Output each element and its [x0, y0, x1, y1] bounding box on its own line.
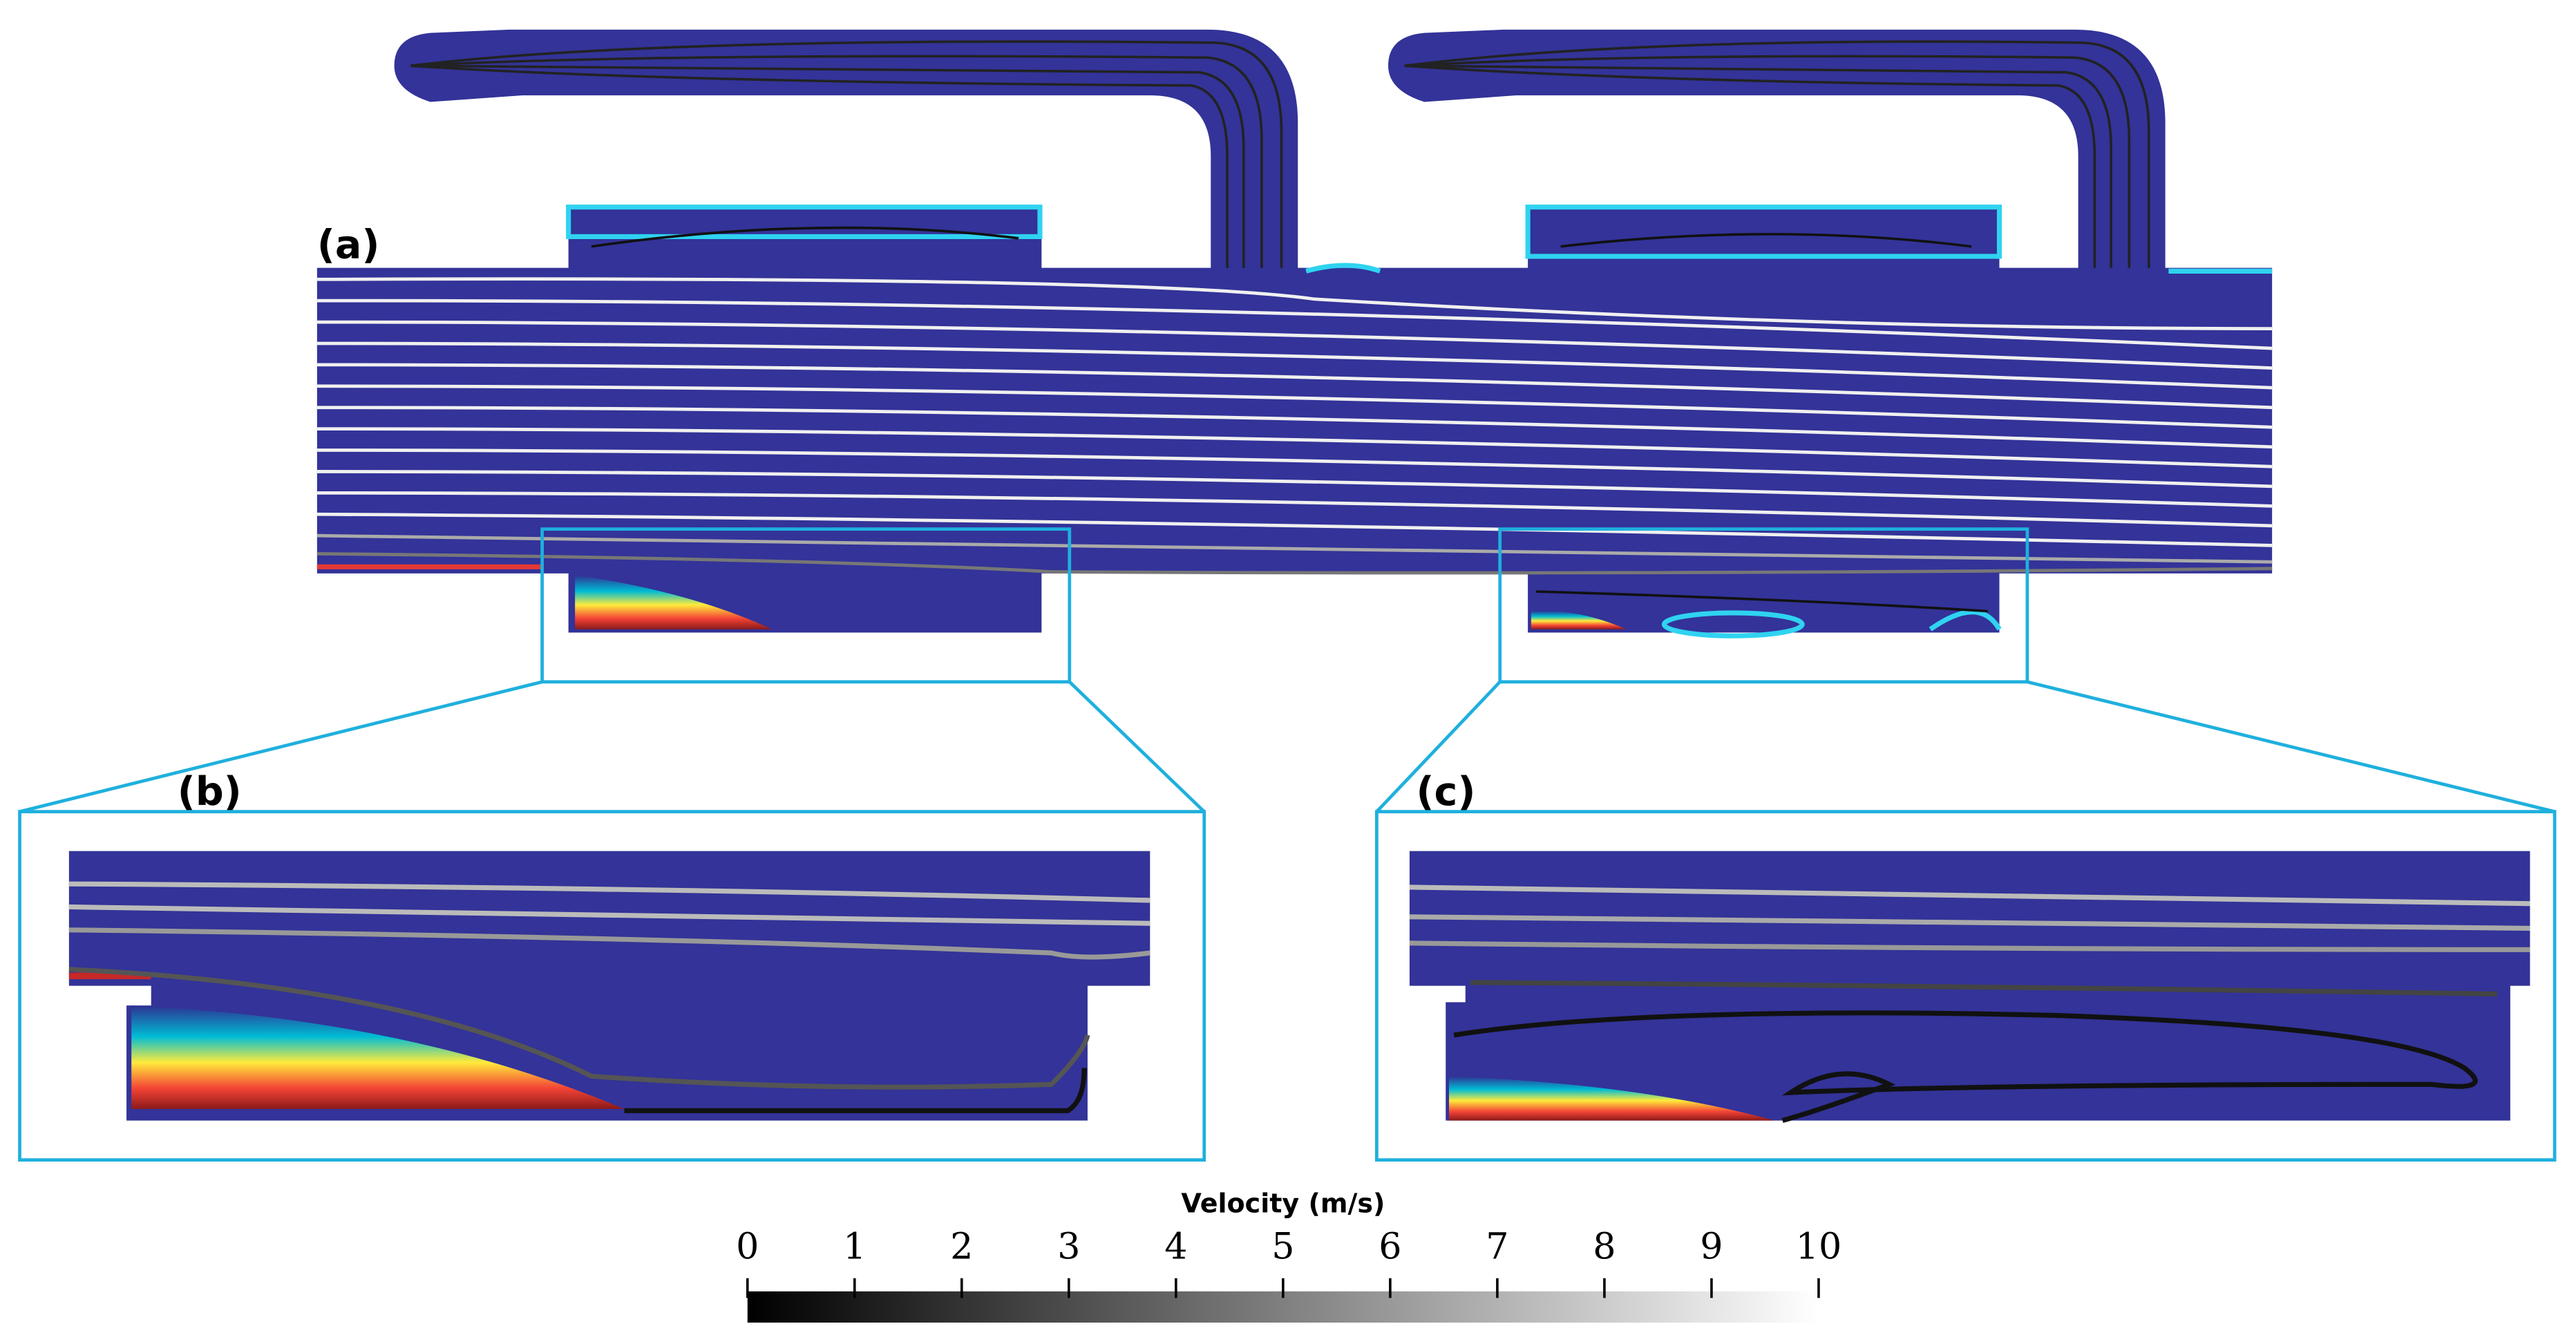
colorbar-tick-label: 0 [736, 1225, 759, 1267]
channel-streamlines [316, 277, 2273, 575]
colorbar-tick-label: 6 [1379, 1225, 1401, 1267]
zoom-guides [18, 527, 2557, 1162]
colorbar-tick-label: 2 [950, 1225, 973, 1267]
colorbar-tick-label: 1 [843, 1225, 866, 1267]
colorbar-tick-label: 4 [1164, 1225, 1187, 1267]
colorbar-title: Velocity (m/s) [1181, 1189, 1385, 1219]
main-domain [316, 29, 2273, 633]
colorbar-tick-label: 5 [1271, 1225, 1294, 1267]
colorbar-tick-label: 9 [1700, 1225, 1723, 1267]
recirculation [566, 205, 2273, 638]
panel-label: (b) [178, 769, 242, 815]
pipe-streamlines [410, 40, 2150, 268]
colorbar-tick-label: 3 [1057, 1225, 1080, 1267]
panel-label: (a) [317, 222, 380, 267]
high-velocity-region [575, 575, 773, 630]
colorbar-tick-label: 7 [1486, 1225, 1508, 1267]
colorbar-tick-label: 10 [1796, 1225, 1842, 1267]
inset-b [68, 851, 1150, 1121]
inset-c [1409, 851, 2530, 1124]
panel-label: (c) [1416, 769, 1475, 815]
high-velocity-region [1531, 610, 1627, 630]
colorbar-tick-label: 8 [1593, 1225, 1616, 1267]
